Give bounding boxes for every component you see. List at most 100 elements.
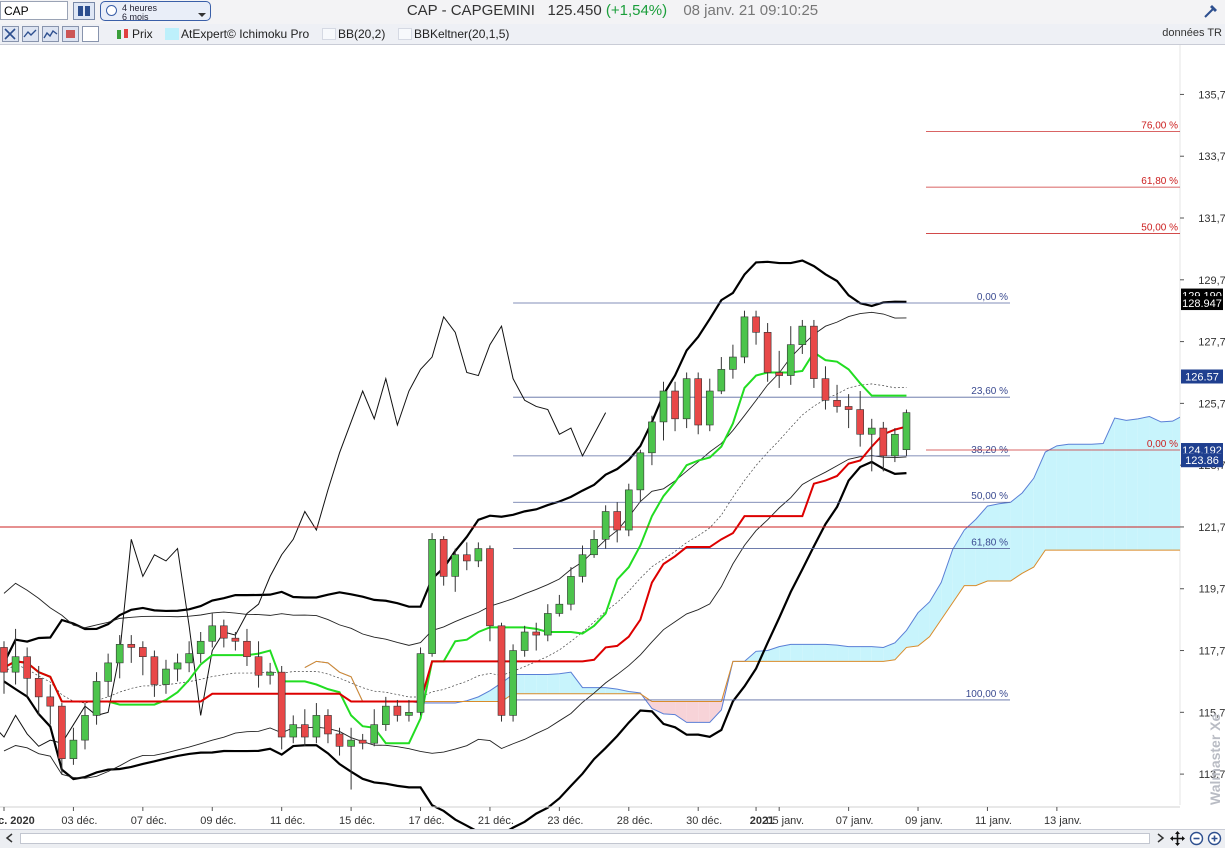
x-axis-label: 30 déc. bbox=[686, 815, 722, 827]
senkou-span-a-line bbox=[304, 415, 1180, 723]
move-icon[interactable] bbox=[1170, 831, 1185, 846]
candle-body bbox=[231, 637, 240, 642]
data-source-label: données TR bbox=[1162, 27, 1222, 39]
candle-body bbox=[104, 662, 112, 682]
candle-body bbox=[347, 739, 355, 747]
price-chart[interactable]: 0,00 %23,60 %38,20 %50,00 %61,80 %100,00… bbox=[0, 45, 1225, 829]
zoom-in-icon[interactable] bbox=[1207, 831, 1222, 846]
window-icon[interactable] bbox=[82, 26, 99, 42]
alert-icon[interactable] bbox=[62, 26, 79, 42]
candle-body bbox=[462, 554, 471, 562]
ichimoku-cloud-segment bbox=[675, 701, 687, 723]
candle-body bbox=[567, 576, 575, 605]
keltner-lower-band bbox=[3, 455, 907, 779]
candle-body bbox=[243, 640, 251, 658]
candle-body bbox=[520, 631, 529, 651]
candle-body bbox=[856, 409, 864, 435]
candle-body bbox=[717, 369, 726, 392]
price-tag bbox=[1181, 453, 1223, 468]
fib-retracement-label: 23,60 % bbox=[971, 386, 1008, 397]
x-axis-label: 13 janv. bbox=[1044, 815, 1082, 827]
scroll-track[interactable] bbox=[20, 833, 1150, 844]
candle-body bbox=[277, 671, 286, 738]
candle-body bbox=[844, 406, 853, 410]
fib-extension-label: 61,80 % bbox=[1141, 176, 1178, 187]
horizontal-scrollbar[interactable] bbox=[0, 829, 1225, 848]
candle-body bbox=[220, 625, 228, 639]
fib-retracement-label: 61,80 % bbox=[971, 538, 1008, 549]
candle-body bbox=[694, 378, 703, 426]
ichimoku-cloud-segment bbox=[987, 503, 1000, 582]
y-axis-label: 115,7 bbox=[1199, 707, 1225, 719]
ichimoku-cloud-segment bbox=[1010, 492, 1023, 582]
ichimoku-cloud-segment bbox=[570, 672, 583, 694]
y-axis-label: 135,7 bbox=[1198, 89, 1225, 101]
candle-body bbox=[11, 656, 20, 673]
drawing-tools-icon[interactable] bbox=[2, 26, 19, 42]
candle-body bbox=[867, 427, 876, 435]
price-axis-panel bbox=[1180, 45, 1225, 829]
symbol-input[interactable]: CAP bbox=[0, 1, 68, 20]
candle-body bbox=[740, 316, 749, 358]
candle-body bbox=[729, 356, 737, 370]
ichimoku-cloud-segment bbox=[1137, 416, 1150, 551]
candle-body bbox=[613, 511, 622, 531]
ichimoku-cloud-segment bbox=[547, 673, 560, 694]
candle-body bbox=[648, 421, 656, 454]
x-axis-label: déc. 2020 bbox=[0, 815, 35, 827]
legend-keltner[interactable]: BBKeltner(20,1,5) bbox=[398, 26, 509, 42]
candle-body bbox=[671, 390, 679, 420]
candle-body bbox=[601, 511, 610, 540]
x-axis-label: 03 déc. bbox=[61, 815, 97, 827]
candle-body bbox=[810, 325, 818, 379]
legend-bollinger[interactable]: BB(20,2) bbox=[322, 26, 385, 42]
price-change: (+1,54%) bbox=[605, 2, 668, 19]
indicator-icon[interactable] bbox=[42, 26, 59, 42]
candle-body bbox=[486, 548, 494, 627]
price-tag bbox=[1181, 296, 1223, 311]
ichimoku-cloud-segment bbox=[825, 644, 838, 662]
period-select[interactable]: 4 heures 6 mois bbox=[100, 1, 211, 22]
candle-body bbox=[382, 705, 390, 725]
fib-extension-label: 50,00 % bbox=[1141, 222, 1178, 233]
tools-icon[interactable] bbox=[1203, 3, 1219, 19]
candle-body bbox=[0, 647, 8, 673]
price-tag-label: 123.86 bbox=[1185, 455, 1219, 467]
legend-ichimoku[interactable]: AtExpert© Ichimoku Pro bbox=[165, 26, 309, 42]
y-axis-label: 127,7 bbox=[1198, 337, 1225, 349]
candle-body bbox=[301, 724, 309, 738]
candle-body bbox=[786, 344, 795, 376]
scroll-left-icon[interactable] bbox=[4, 832, 16, 844]
kijun-sen-line bbox=[3, 425, 907, 703]
candle-body bbox=[139, 647, 147, 658]
x-axis-label: 28 déc. bbox=[617, 815, 653, 827]
scroll-right-icon[interactable] bbox=[1154, 832, 1166, 844]
title-bar: CAP 4 heures 6 mois CAP - CAPGEMINI 125.… bbox=[0, 0, 1225, 25]
zoom-out-icon[interactable] bbox=[1189, 831, 1204, 846]
y-axis-label: 131,7 bbox=[1198, 213, 1225, 225]
candle-body bbox=[879, 427, 888, 457]
candle-body bbox=[173, 662, 182, 670]
senkou-span-b-line bbox=[304, 549, 1180, 703]
ichimoku-cloud-segment bbox=[860, 646, 872, 662]
line-chart-icon[interactable] bbox=[22, 26, 39, 42]
legend-price[interactable]: Prix bbox=[116, 26, 153, 42]
price-tag-label: 128.947 bbox=[1182, 298, 1222, 310]
indicator-toolbar: Prix AtExpert© Ichimoku Pro BB(20,2) BBK… bbox=[0, 24, 1225, 45]
ichimoku-cloud-segment bbox=[686, 701, 699, 723]
candle-body bbox=[254, 656, 263, 676]
book-icon[interactable] bbox=[73, 2, 95, 20]
ichimoku-cloud-segment bbox=[964, 519, 976, 586]
ichimoku-cloud-segment bbox=[536, 674, 548, 694]
candle-body bbox=[821, 378, 830, 401]
candle-body bbox=[578, 554, 587, 577]
chikou-span-line bbox=[0, 315, 607, 747]
ichimoku-cloud-segment bbox=[918, 601, 930, 646]
x-axis-label: 23 déc. bbox=[547, 815, 583, 827]
candle-body bbox=[266, 671, 274, 676]
candle-body bbox=[497, 625, 506, 716]
fib-extension-label: 76,00 % bbox=[1141, 121, 1178, 132]
candle-body bbox=[196, 640, 205, 654]
candle-body bbox=[162, 668, 170, 685]
ichimoku-cloud-segment bbox=[848, 646, 861, 662]
